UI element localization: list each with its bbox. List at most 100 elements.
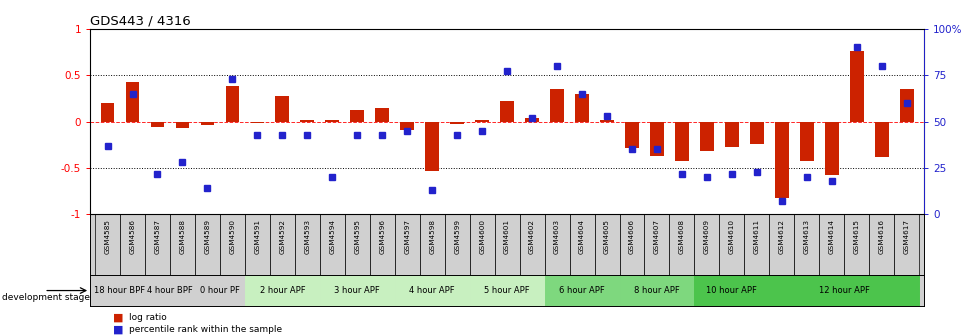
Bar xyxy=(899,89,912,122)
Bar xyxy=(725,122,738,146)
Text: GSM4616: GSM4616 xyxy=(878,219,884,254)
Bar xyxy=(594,214,619,275)
Bar xyxy=(195,214,220,275)
Text: GSM4588: GSM4588 xyxy=(179,219,185,254)
Bar xyxy=(544,275,619,306)
Text: 8 hour APF: 8 hour APF xyxy=(634,286,679,295)
Bar xyxy=(500,101,513,122)
Bar xyxy=(275,96,289,122)
Bar xyxy=(575,94,589,122)
Bar xyxy=(524,118,539,122)
Text: GSM4608: GSM4608 xyxy=(678,219,685,254)
Text: GSM4612: GSM4612 xyxy=(778,219,784,254)
Text: 10 hour APF: 10 hour APF xyxy=(706,286,757,295)
Bar xyxy=(669,214,693,275)
Text: 4 hour APF: 4 hour APF xyxy=(409,286,455,295)
Bar xyxy=(145,214,170,275)
Bar xyxy=(95,275,145,306)
Text: GSM4593: GSM4593 xyxy=(304,219,310,254)
Bar xyxy=(799,122,813,162)
Bar xyxy=(874,122,888,157)
Bar xyxy=(819,214,843,275)
Bar xyxy=(743,214,769,275)
Bar xyxy=(350,110,364,122)
Bar xyxy=(619,275,693,306)
Bar xyxy=(320,214,344,275)
Text: 18 hour BPF: 18 hour BPF xyxy=(94,286,146,295)
Text: GSM4595: GSM4595 xyxy=(354,219,360,254)
Bar xyxy=(550,89,563,122)
Bar xyxy=(519,214,544,275)
Bar xyxy=(170,214,195,275)
Bar xyxy=(719,214,743,275)
Bar xyxy=(294,214,320,275)
Text: GSM4597: GSM4597 xyxy=(404,219,410,254)
Text: GSM4587: GSM4587 xyxy=(155,219,160,254)
Text: ■: ■ xyxy=(112,325,123,335)
Text: 3 hour APF: 3 hour APF xyxy=(334,286,379,295)
Bar xyxy=(95,214,120,275)
Bar xyxy=(300,120,314,122)
Bar xyxy=(270,214,294,275)
Bar xyxy=(569,214,594,275)
Text: GSM4602: GSM4602 xyxy=(528,219,535,254)
Text: GSM4604: GSM4604 xyxy=(578,219,585,254)
Bar xyxy=(250,122,264,123)
Bar xyxy=(424,122,438,171)
Bar xyxy=(769,214,793,275)
Bar xyxy=(693,275,769,306)
Bar xyxy=(101,103,114,122)
Bar xyxy=(145,275,195,306)
Text: log ratio: log ratio xyxy=(129,313,167,322)
Bar xyxy=(494,214,519,275)
Text: percentile rank within the sample: percentile rank within the sample xyxy=(129,326,282,334)
Text: GSM4614: GSM4614 xyxy=(828,219,834,254)
Bar xyxy=(849,51,863,122)
Bar xyxy=(793,214,819,275)
Bar xyxy=(175,122,189,128)
Bar xyxy=(125,82,139,122)
Text: GSM4605: GSM4605 xyxy=(603,219,609,254)
Bar xyxy=(775,122,788,198)
Text: GSM4596: GSM4596 xyxy=(378,219,385,254)
Text: GSM4610: GSM4610 xyxy=(729,219,734,254)
Bar xyxy=(619,214,644,275)
Text: 4 hour BPF: 4 hour BPF xyxy=(147,286,193,295)
Bar xyxy=(675,122,689,161)
Bar xyxy=(600,120,613,122)
Bar xyxy=(693,214,719,275)
Text: 12 hour APF: 12 hour APF xyxy=(818,286,868,295)
Bar xyxy=(843,214,868,275)
Text: GSM4600: GSM4600 xyxy=(478,219,485,254)
Bar xyxy=(444,214,469,275)
Bar xyxy=(370,214,394,275)
Bar xyxy=(220,214,244,275)
Text: 6 hour APF: 6 hour APF xyxy=(558,286,604,295)
Bar xyxy=(824,122,838,175)
Text: GSM4615: GSM4615 xyxy=(853,219,859,254)
Bar xyxy=(450,122,464,124)
Text: GSM4599: GSM4599 xyxy=(454,219,460,254)
Bar xyxy=(120,214,145,275)
Bar xyxy=(320,275,394,306)
Text: ■: ■ xyxy=(112,312,123,323)
Text: GSM4613: GSM4613 xyxy=(803,219,809,254)
Bar xyxy=(244,214,270,275)
Bar xyxy=(344,214,370,275)
Bar xyxy=(699,122,713,151)
Text: 2 hour APF: 2 hour APF xyxy=(259,286,305,295)
Bar xyxy=(649,122,663,156)
Text: GSM4590: GSM4590 xyxy=(229,219,235,254)
Text: 0 hour PF: 0 hour PF xyxy=(200,286,240,295)
Text: GSM4603: GSM4603 xyxy=(554,219,559,254)
Bar xyxy=(244,275,320,306)
Text: GSM4592: GSM4592 xyxy=(279,219,285,254)
Text: GDS443 / 4316: GDS443 / 4316 xyxy=(90,14,191,28)
Text: GSM4585: GSM4585 xyxy=(105,219,111,254)
Text: GSM4606: GSM4606 xyxy=(628,219,635,254)
Bar xyxy=(868,214,893,275)
Text: GSM4609: GSM4609 xyxy=(703,219,709,254)
Bar xyxy=(151,122,164,127)
Bar xyxy=(644,214,669,275)
Bar xyxy=(625,122,639,148)
